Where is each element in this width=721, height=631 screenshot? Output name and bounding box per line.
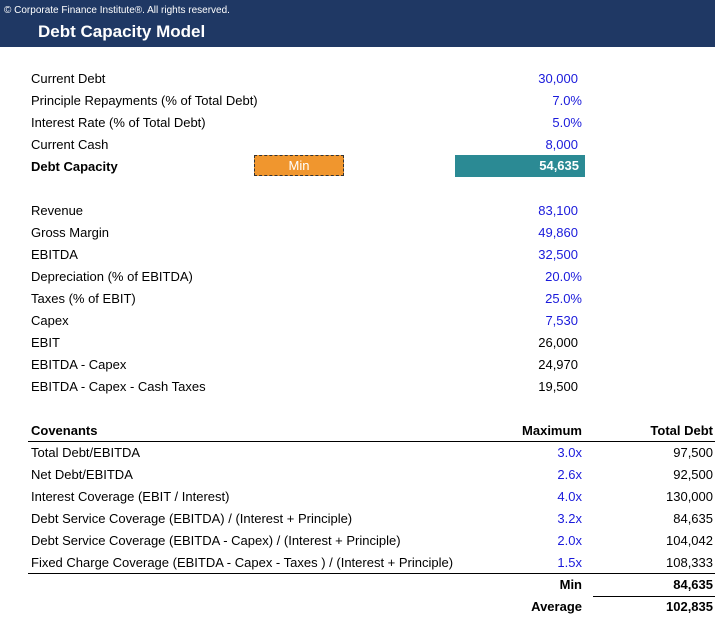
gross-margin-value[interactable]: 49,860 (538, 225, 578, 240)
input-row-interest-rate: Interest Rate (% of Total Debt) 5.0% (0, 112, 721, 134)
covenant-total-debt: 84,635 (673, 511, 713, 526)
principle-repayments-value[interactable]: 7.0% (552, 93, 582, 108)
current-debt-label: Current Debt (31, 71, 106, 86)
financial-row-depreciation: Depreciation (% of EBITDA) 20.0% (0, 266, 721, 288)
ebitda-capex-taxes-label: EBITDA - Capex - Cash Taxes (31, 379, 206, 394)
summary-min-value: 84,635 (673, 577, 713, 592)
interest-rate-label: Interest Rate (% of Total Debt) (31, 115, 206, 130)
current-cash-value[interactable]: 8,000 (545, 137, 578, 152)
gross-margin-label: Gross Margin (31, 225, 110, 240)
financial-row-ebitda-capex: EBITDA - Capex 24,970 (0, 354, 721, 376)
taxes-value[interactable]: 25.0% (545, 291, 582, 306)
ebit-label: EBIT (31, 335, 60, 350)
capex-value[interactable]: 7,530 (545, 313, 578, 328)
covenant-row: Debt Service Coverage (EBITDA - Capex) /… (0, 530, 721, 552)
ebit-value: 26,000 (538, 335, 578, 350)
covenant-total-debt: 108,333 (666, 555, 713, 570)
summary-average-label: Average (531, 599, 582, 614)
covenant-total-debt: 97,500 (673, 445, 713, 460)
financial-row-revenue: Revenue 83,100 (0, 200, 721, 222)
revenue-label: Revenue (31, 203, 84, 218)
depreciation-value[interactable]: 20.0% (545, 269, 582, 284)
debt-capacity-label: Debt Capacity (31, 159, 118, 174)
debt-capacity-value: 54,635 (539, 158, 579, 173)
covenant-total-debt: 130,000 (666, 489, 713, 504)
covenant-maximum[interactable]: 3.0x (557, 445, 582, 460)
summary-row-min: Min 84,635 (0, 574, 721, 596)
depreciation-label: Depreciation (% of EBITDA) (31, 269, 193, 284)
financial-row-ebitda-capex-taxes: EBITDA - Capex - Cash Taxes 19,500 (0, 376, 721, 398)
covenant-maximum[interactable]: 2.0x (557, 533, 582, 548)
covenant-name: Debt Service Coverage (EBITDA) / (Intere… (31, 511, 353, 526)
principle-repayments-label: Principle Repayments (% of Total Debt) (31, 93, 258, 108)
ebitda-value[interactable]: 32,500 (538, 247, 578, 262)
summary-divider (593, 596, 715, 597)
financial-row-capex: Capex 7,530 (0, 310, 721, 332)
maximum-header: Maximum (522, 423, 582, 438)
covenant-name: Total Debt/EBITDA (31, 445, 141, 460)
covenant-name: Interest Coverage (EBIT / Interest) (31, 489, 230, 504)
debt-capacity-row: Debt Capacity (0, 156, 721, 178)
capex-label: Capex (31, 313, 69, 328)
covenant-total-debt: 104,042 (666, 533, 713, 548)
ebitda-capex-label: EBITDA - Capex (31, 357, 127, 372)
ebitda-capex-taxes-value: 19,500 (538, 379, 578, 394)
debt-capacity-result: 54,635 (455, 155, 585, 177)
summary-row-average: Average 102,835 (0, 596, 721, 618)
covenant-name: Net Debt/EBITDA (31, 467, 133, 482)
covenants-header: Covenants (31, 423, 98, 438)
covenant-row: Debt Service Coverage (EBITDA) / (Intere… (0, 508, 721, 530)
covenant-maximum[interactable]: 3.2x (557, 511, 582, 526)
financial-row-ebitda: EBITDA 32,500 (0, 244, 721, 266)
taxes-label: Taxes (% of EBIT) (31, 291, 136, 306)
covenant-row: Interest Coverage (EBIT / Interest) 4.0x… (0, 486, 721, 508)
financial-row-gross-margin: Gross Margin 49,860 (0, 222, 721, 244)
current-debt-value[interactable]: 30,000 (538, 71, 578, 86)
ebitda-label: EBITDA (31, 247, 78, 262)
financial-row-taxes: Taxes (% of EBIT) 25.0% (0, 288, 721, 310)
ebitda-capex-value: 24,970 (538, 357, 578, 372)
covenant-total-debt: 92,500 (673, 467, 713, 482)
covenants-header-divider (28, 441, 715, 442)
total-debt-header: Total Debt (650, 423, 713, 438)
summary-min-label: Min (559, 577, 582, 592)
financial-row-ebit: EBIT 26,000 (0, 332, 721, 354)
input-row-current-debt: Current Debt 30,000 (0, 68, 721, 90)
current-cash-label: Current Cash (31, 137, 109, 152)
covenant-name: Debt Service Coverage (EBITDA - Capex) /… (31, 533, 401, 548)
covenant-maximum[interactable]: 4.0x (557, 489, 582, 504)
copyright-text: © Corporate Finance Institute®. All righ… (4, 5, 230, 16)
covenant-row: Total Debt/EBITDA 3.0x 97,500 (0, 442, 721, 464)
capacity-method-selector[interactable]: Min (254, 155, 344, 176)
summary-average-value: 102,835 (666, 599, 713, 614)
header-bar: © Corporate Finance Institute®. All righ… (0, 0, 715, 47)
covenant-maximum[interactable]: 1.5x (557, 555, 582, 570)
input-row-current-cash: Current Cash 8,000 (0, 134, 721, 156)
covenant-name: Fixed Charge Coverage (EBITDA - Capex - … (31, 555, 454, 570)
input-row-principle-repayments: Principle Repayments (% of Total Debt) 7… (0, 90, 721, 112)
page-title: Debt Capacity Model (38, 22, 206, 41)
covenant-row: Fixed Charge Coverage (EBITDA - Capex - … (0, 552, 721, 574)
covenant-maximum[interactable]: 2.6x (557, 467, 582, 482)
covenants-rows-divider (28, 573, 715, 574)
interest-rate-value[interactable]: 5.0% (552, 115, 582, 130)
covenant-row: Net Debt/EBITDA 2.6x 92,500 (0, 464, 721, 486)
revenue-value[interactable]: 83,100 (538, 203, 578, 218)
covenants-header-row: Covenants Maximum Total Debt (0, 420, 721, 442)
